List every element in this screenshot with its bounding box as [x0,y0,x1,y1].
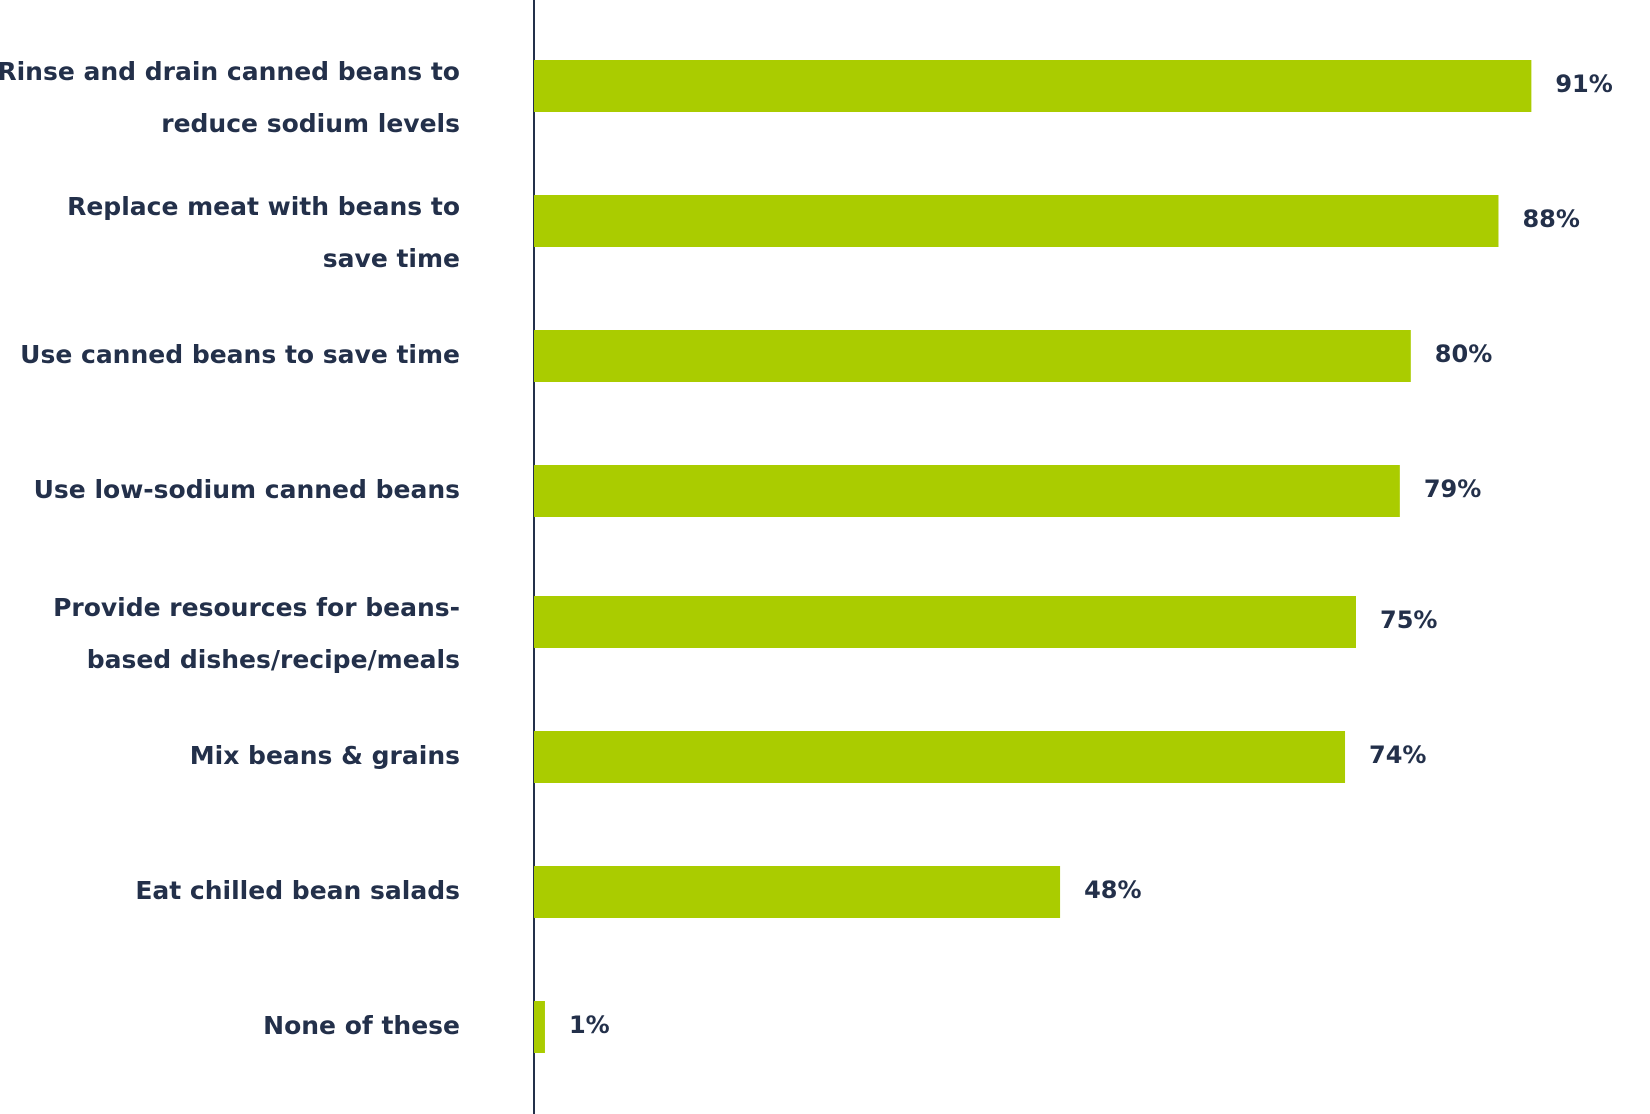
bars-group [534,60,1532,1053]
category-label-2-line-1: Replace meat with beans to [67,192,460,221]
category-label-5-line-2: based dishes/recipe/meals [87,645,460,674]
category-label-1-line-1: Rinse and drain canned beans to [0,57,460,86]
value-label-5: 75% [1380,606,1437,634]
bar-5 [534,596,1356,648]
value-label-3: 80% [1435,340,1492,368]
value-label-7: 48% [1084,876,1141,904]
category-label-3-line-1: Use canned beans to save time [20,340,460,369]
category-label-4-line-1: Use low-sodium canned beans [34,475,460,504]
bar-7 [534,866,1061,918]
category-labels-group: Rinse and drain canned beans to reduce so… [0,57,460,1040]
category-label-6-line-1: Mix beans & grains [190,741,460,770]
value-label-2: 88% [1522,205,1579,233]
value-label-4: 79% [1424,475,1481,503]
category-label-5-line-1: Provide resources for beans- [53,593,460,622]
category-label-1-line-2: reduce sodium levels [161,109,460,138]
bar-3 [534,330,1411,382]
category-label-2-line-2: save time [323,244,460,273]
bar-8 [534,1001,545,1053]
bar-1 [534,60,1532,112]
value-label-1: 91% [1555,70,1612,98]
bar-6 [534,731,1346,783]
value-label-8: 1% [569,1011,610,1039]
category-label-7-line-1: Eat chilled bean salads [135,876,460,905]
value-labels-group: 91% 88% 80% 79% 75% 74% 48% 1% [569,70,1613,1039]
bar-4 [534,465,1400,517]
value-label-6: 74% [1369,741,1426,769]
bar-2 [534,195,1499,247]
category-label-8-line-1: None of these [263,1011,460,1040]
